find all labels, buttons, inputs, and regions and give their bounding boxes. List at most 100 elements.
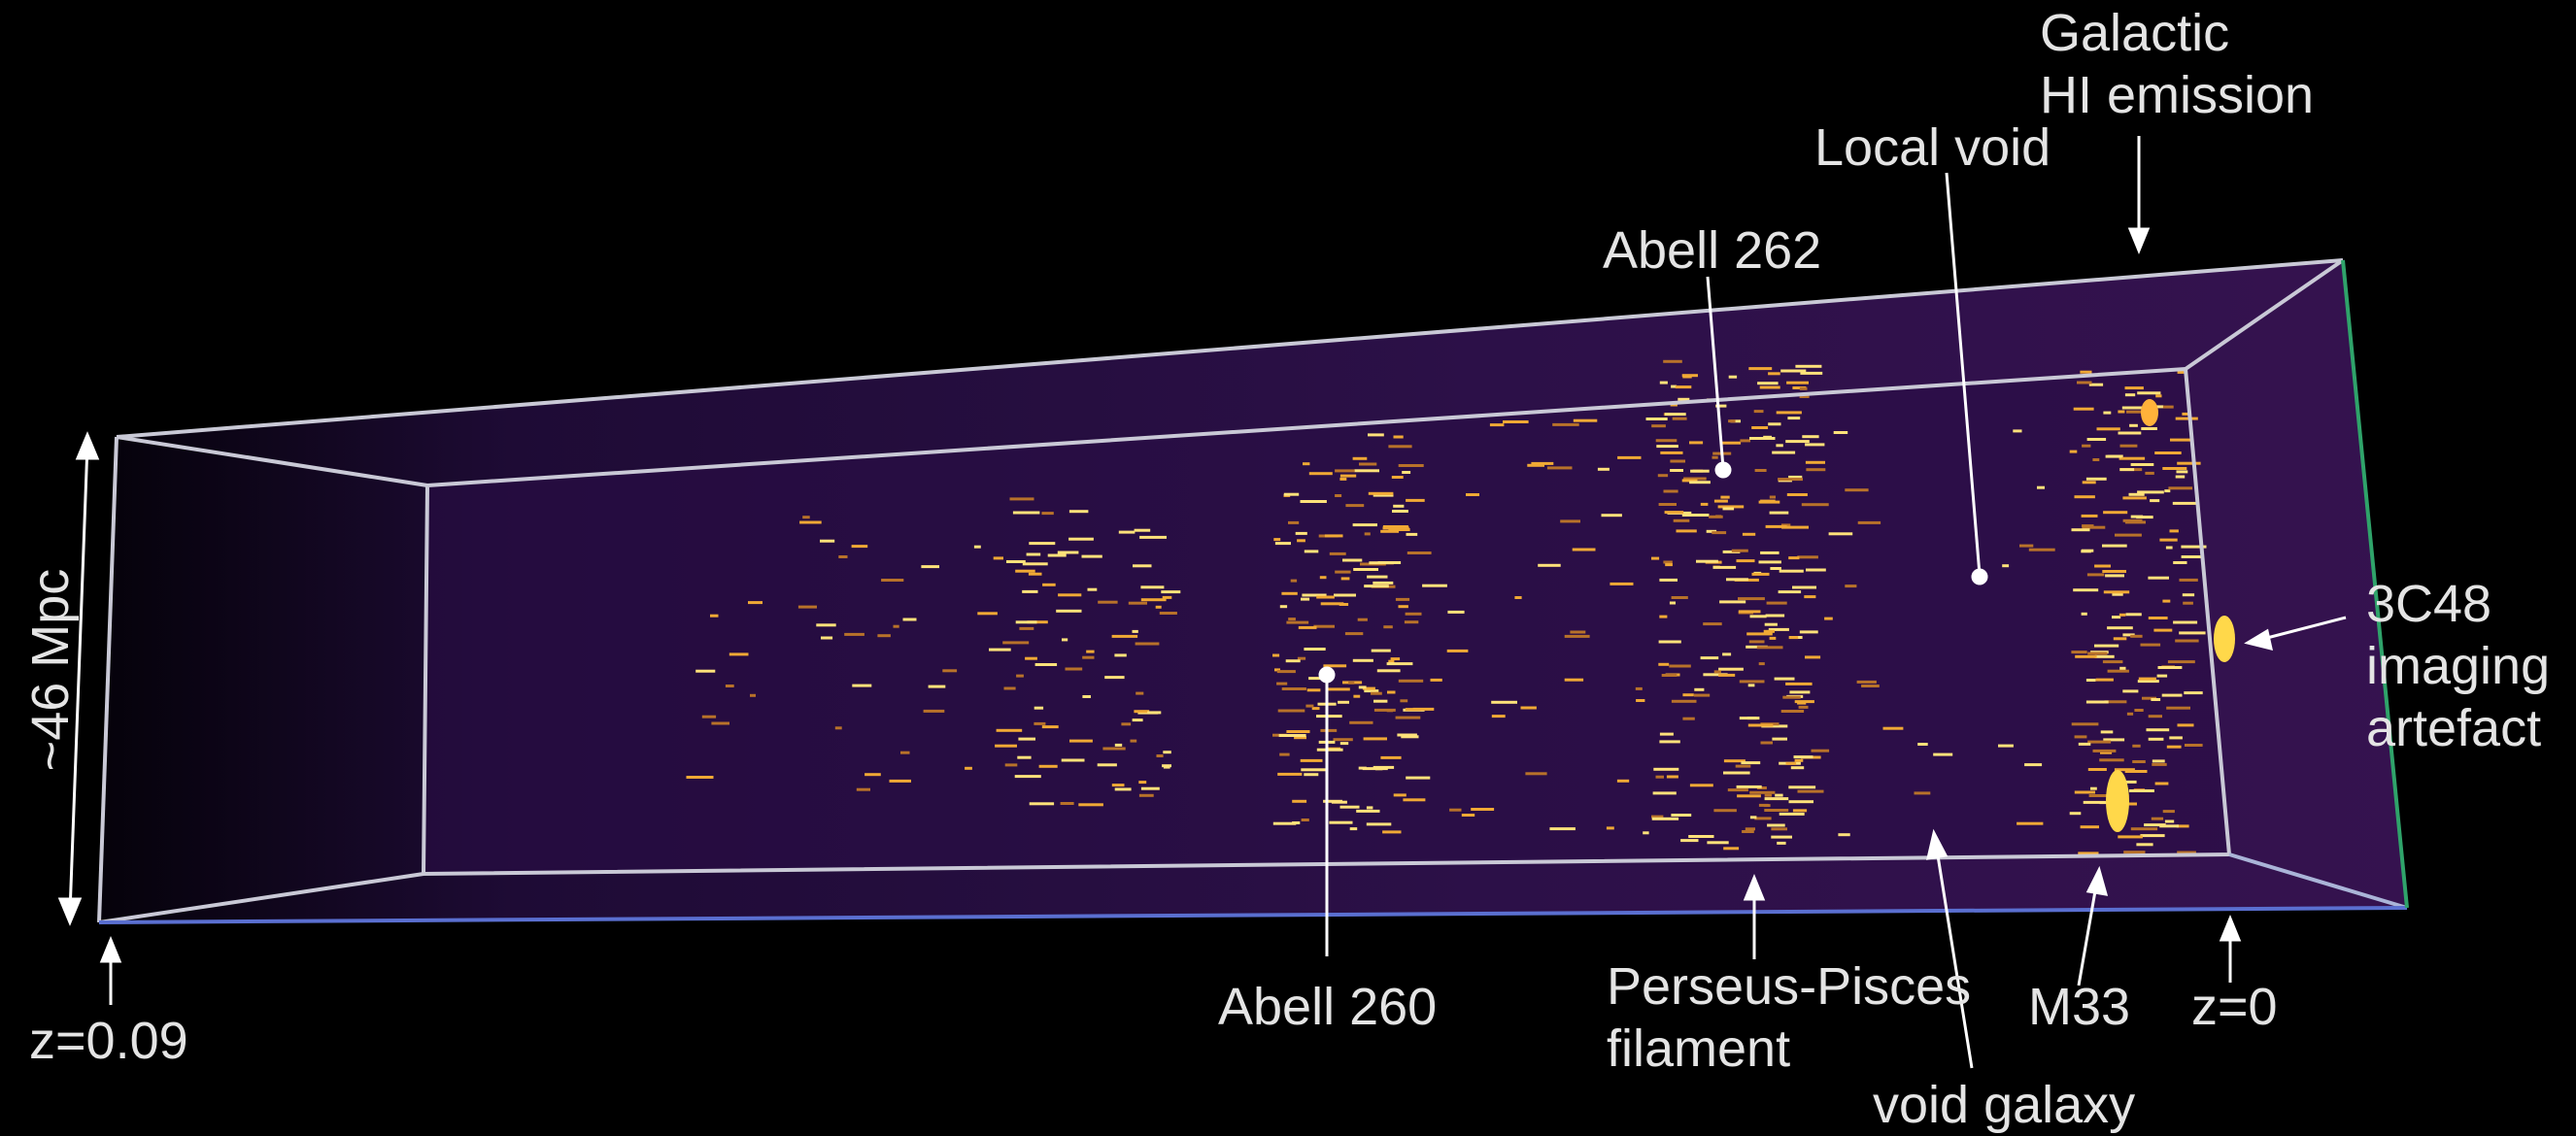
emission-streak xyxy=(1787,417,1801,420)
emission-streak xyxy=(1749,437,1776,440)
emission-streak xyxy=(1799,395,1810,398)
emission-streak xyxy=(1764,793,1772,797)
emission-streak xyxy=(1041,725,1059,729)
emission-streak xyxy=(1746,645,1768,649)
emission-streak xyxy=(989,648,1011,652)
emission-streak xyxy=(1352,658,1373,662)
corner-edge-bottom-left xyxy=(98,872,424,924)
emission-streak xyxy=(1658,640,1681,644)
emission-streak xyxy=(1797,789,1824,793)
emission-streak xyxy=(877,634,891,638)
emission-streak xyxy=(1104,676,1125,680)
emission-streak xyxy=(1298,625,1317,629)
emission-streak xyxy=(1491,715,1506,718)
emission-streak xyxy=(1671,814,1692,817)
emission-streak xyxy=(893,624,899,628)
emission-streak xyxy=(1320,602,1344,606)
emission-streak xyxy=(2103,411,2112,415)
emission-streak xyxy=(1689,784,1713,787)
emission-streak xyxy=(2125,613,2142,617)
emission-streak xyxy=(710,614,719,618)
emission-streak xyxy=(1002,641,1030,645)
label-z-far: z=0.09 xyxy=(29,1012,188,1070)
emission-streak xyxy=(799,520,822,524)
emission-streak xyxy=(2132,760,2146,763)
emission-streak xyxy=(1673,518,1690,522)
emission-streak xyxy=(1749,816,1757,819)
emission-streak xyxy=(1383,625,1393,629)
emission-streak xyxy=(1277,772,1303,776)
emission-streak xyxy=(1570,630,1586,634)
emission-streak xyxy=(1348,681,1355,685)
emission-streak xyxy=(1776,411,1802,415)
m33-arrow-head xyxy=(2085,865,2109,896)
emission-streak xyxy=(1779,812,1805,816)
emission-streak xyxy=(1276,682,1288,685)
emission-streak xyxy=(1340,577,1350,581)
emission-streak xyxy=(864,773,881,777)
emission-streak xyxy=(1606,826,1614,830)
emission-streak xyxy=(802,516,810,519)
emission-streak xyxy=(1804,595,1816,599)
emission-streak xyxy=(1745,827,1755,831)
emission-streak xyxy=(1082,655,1095,659)
emission-streak xyxy=(1135,691,1144,695)
emission-streak xyxy=(1680,839,1699,843)
emission-streak xyxy=(1720,495,1730,499)
emission-streak xyxy=(2071,651,2087,654)
corner-edge-top-left xyxy=(116,435,428,487)
emission-streak xyxy=(1140,598,1167,602)
emission-streak xyxy=(2118,410,2125,414)
emission-streak xyxy=(1658,503,1677,506)
emission-streak xyxy=(1801,503,1829,507)
emission-streak xyxy=(2130,827,2158,831)
emission-streak xyxy=(1688,835,1714,838)
emission-streak xyxy=(2159,824,2179,828)
emission-streak xyxy=(2081,514,2098,518)
emission-streak xyxy=(1377,561,1402,564)
emission-streak xyxy=(1303,462,1310,466)
abell-260-pointer-dot xyxy=(1318,666,1336,684)
emission-streak xyxy=(1525,772,1547,776)
emission-streak xyxy=(1651,424,1666,428)
emission-streak xyxy=(1373,708,1396,712)
emission-streak xyxy=(1320,728,1338,732)
emission-streak xyxy=(2092,749,2117,752)
emission-streak xyxy=(1761,724,1788,728)
emission-streak xyxy=(1771,827,1787,831)
emission-streak xyxy=(1740,439,1750,443)
emission-streak xyxy=(2104,700,2127,704)
emission-streak xyxy=(1758,803,1769,807)
emission-streak xyxy=(2154,451,2182,454)
emission-streak xyxy=(1329,551,1346,555)
emission-streak xyxy=(1681,514,1710,517)
emission-streak xyxy=(729,652,749,656)
emission-streak xyxy=(1774,677,1795,681)
emission-streak xyxy=(1398,464,1424,467)
emission-streak xyxy=(1682,717,1695,720)
label-void-galaxy: void galaxy xyxy=(1873,1076,2136,1134)
emission-streak xyxy=(1777,841,1786,845)
emission-streak xyxy=(1353,694,1361,698)
emission-streak xyxy=(1398,605,1408,609)
emission-streak xyxy=(1917,743,1928,746)
emission-streak xyxy=(1301,768,1328,772)
emission-streak xyxy=(1025,656,1037,660)
emission-streak xyxy=(2103,511,2128,515)
emission-streak xyxy=(695,669,716,673)
emission-streak xyxy=(1760,551,1779,554)
emission-streak xyxy=(2105,454,2122,458)
emission-streak xyxy=(1767,823,1785,827)
emission-streak xyxy=(1319,576,1327,580)
local-void-pointer-line xyxy=(1945,172,1982,576)
emission-streak xyxy=(797,605,817,609)
emission-streak xyxy=(1489,423,1505,427)
emission-streak xyxy=(1388,528,1410,531)
emission-streak xyxy=(2144,823,2166,827)
emission-streak xyxy=(2099,801,2113,805)
emission-streak xyxy=(1742,532,1756,536)
emission-streak xyxy=(1274,668,1280,672)
emission-streak xyxy=(1359,462,1377,466)
emission-streak xyxy=(1601,514,1622,518)
emission-streak xyxy=(1793,755,1813,759)
